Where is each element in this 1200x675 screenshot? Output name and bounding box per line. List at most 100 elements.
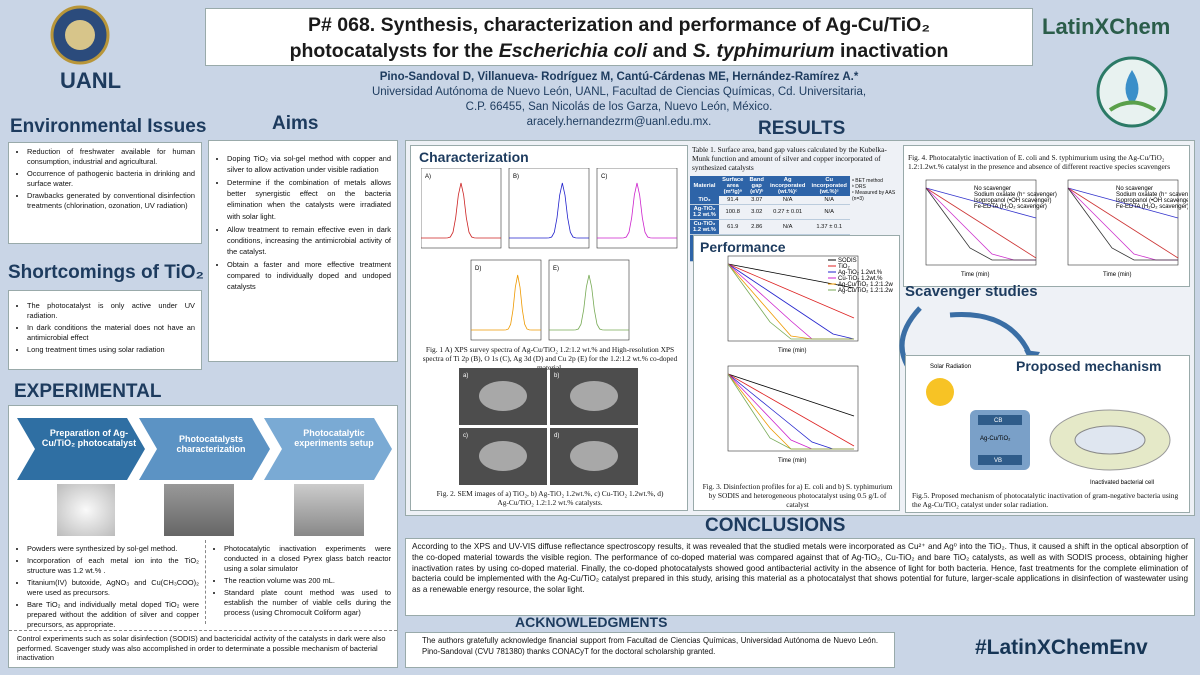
- fig-label: Sodium oxalate (h⁺ scavenger): [1116, 191, 1188, 198]
- curve: [727, 263, 855, 340]
- table-header: Material: [690, 175, 719, 196]
- fig-label: Isopropanol (•OH scavenger): [1116, 198, 1188, 204]
- acknowledgments-text: The authors gratefully acknowledge finan…: [405, 632, 895, 668]
- table-cell: 2.86: [746, 219, 767, 235]
- curve: [1067, 187, 1179, 259]
- curve: [1067, 187, 1179, 219]
- fig-label: A): [425, 174, 431, 180]
- table-row: Ag-TiO₂ 1.2 wt.% 100.8 3.02 0.27 ± 0.01 N/A: [690, 204, 850, 220]
- photo: [294, 484, 364, 536]
- fig-label: b): [554, 373, 559, 379]
- fig-label: B): [513, 174, 519, 180]
- table-cell: 0.27 ± 0.01: [766, 204, 809, 220]
- plot-frame: [727, 365, 859, 452]
- section-heading: Shortcomings of TiO₂: [8, 262, 204, 283]
- title-part: and: [647, 40, 693, 62]
- fig-label: Isopropanol (•OH scavenger): [974, 198, 1051, 204]
- mechanism-panel: Solar Radiation CB VB Ag-Cu/TiO₂ Inactiv…: [905, 355, 1190, 513]
- curve: [727, 263, 854, 340]
- fig-label: C): [601, 174, 607, 180]
- uanl-label: UANL: [60, 68, 122, 93]
- fig-label: Solar Radiation: [930, 364, 971, 370]
- plot-frame: [596, 167, 678, 249]
- environmental-box: Reduction of freshwater available for hu…: [8, 142, 202, 244]
- plot-frame: [1067, 179, 1179, 266]
- table-cell: 1.37 ± 0.1: [808, 219, 850, 235]
- figure: a) b) c) d): [459, 368, 638, 485]
- table-cell: 3.02: [746, 204, 767, 220]
- scavenger-panel: Fig. 4. Photocatalytic inactivation of E…: [903, 145, 1199, 287]
- curve: [727, 373, 854, 450]
- fig-label: Sodium oxalate (h⁺ scavenger): [974, 191, 1057, 198]
- list-item: Standard plate count method was used to …: [224, 588, 391, 618]
- email: aracely.hernandezrm@uanl.edu.mx.: [526, 116, 712, 128]
- fig-label: Ag-TiO₂ 1.2wt.%: [838, 270, 883, 276]
- table-row: TiO₂ 91.4 3.07 N/A N/A: [690, 195, 850, 205]
- section-heading: RESULTS: [758, 118, 846, 139]
- list-item: Occurrence of pathogenic bacteria in dri…: [27, 169, 195, 189]
- fig5: Solar Radiation CB VB Ag-Cu/TiO₂ Inactiv…: [926, 364, 1171, 486]
- table-note: ᵇ DRS: [852, 183, 866, 190]
- list-item: Drawbacks generated by conventional disi…: [27, 191, 195, 211]
- table-cell: 91.4: [718, 195, 747, 205]
- affiliation: Universidad Autónoma de Nuevo León, UANL…: [371, 86, 867, 98]
- subheading: Proposed mechanism: [1016, 358, 1162, 374]
- fig-label: Fe-EDTA (H₂O₂ scavenger): [1116, 204, 1188, 210]
- fig-label: SODIS: [838, 258, 857, 264]
- list-item: Determine if the combination of metals a…: [227, 177, 391, 221]
- title-part: S. typhimurium: [692, 40, 835, 62]
- section-heading: Aims: [272, 113, 319, 134]
- experimental-footer: Control experiments such as solar disinf…: [9, 630, 397, 666]
- plot-frame: [548, 259, 630, 341]
- table-cell: Cu-TiO₂ 1.2 wt.%: [690, 219, 719, 235]
- title: P# 068. Synthesis, characterization and …: [307, 14, 930, 36]
- table-note: ᶜ Measured by AAS (n=3): [852, 189, 896, 202]
- section-heading: Environmental Issues: [10, 116, 207, 137]
- fig-label: TiO₂: [838, 264, 850, 270]
- curve: [925, 187, 1037, 259]
- figure: A) B) C) D) E): [420, 167, 678, 341]
- title-part: photocatalysts for the: [289, 40, 499, 62]
- fig-label: d): [554, 433, 559, 439]
- table-row: Material Surface area (m²/g)ᵃ Band gap (eV…: [690, 175, 850, 196]
- step-arrows: [17, 418, 392, 480]
- table-row: Cu-TiO₂ 1.2 wt.% 61.9 2.86 N/A 1.37 ± 0.1: [690, 219, 850, 235]
- authors: Pino-Sandoval D, Villanueva- Rodríguez M…: [379, 71, 859, 83]
- fig3: Time (min) Time (min) SODIS TiO₂ Ag-TiO₂ 1.2…: [708, 254, 921, 474]
- society-logo: [1095, 55, 1170, 135]
- table-header: Cu incorporated (wt.%)ᶜ: [808, 175, 850, 196]
- table-cell: N/A: [808, 195, 850, 205]
- affiliation: C.P. 66455, San Nicolás de los Garza, Nu…: [465, 101, 773, 113]
- curve: [549, 274, 629, 331]
- table-cell: 61.9: [718, 219, 747, 235]
- table-cell: N/A: [808, 204, 850, 220]
- list-item: Allow treatment to remain effective even…: [227, 224, 391, 257]
- table-cell: N/A: [766, 195, 809, 205]
- plot-frame: [508, 167, 590, 249]
- fig-label: Time (min): [778, 348, 806, 354]
- experimental-box: Preparation of Ag-Cu/TiO₂ photocatalyst …: [8, 405, 398, 668]
- caption: Fig.5. Proposed mechanism of photocataly…: [912, 491, 1179, 509]
- list-item: Titanium(IV) butoxide, AgNO₃ and Cu(CH₃C…: [27, 578, 199, 598]
- subheading: Characterization: [419, 149, 529, 165]
- title-part: Escherichia coli: [498, 40, 648, 62]
- characterization-panel: Characterization A) B) C) D) E) Fig. 1 A) XP…: [410, 145, 688, 511]
- fig1: A) B) C) D) E): [420, 167, 681, 358]
- sem-particle: [479, 381, 527, 411]
- curve: [925, 187, 1036, 261]
- curve: [925, 187, 1037, 219]
- list-item: The photocatalyst is only active under U…: [27, 301, 195, 321]
- curve: [727, 263, 855, 319]
- step: Photocatalytic experiments setup: [294, 428, 374, 448]
- list-item: Photocatalytic inactivation experiments …: [224, 544, 391, 574]
- subheading: Scavenger studies: [905, 283, 1038, 300]
- authors-block: Pino-Sandoval D, Villanueva- Rodríguez M…: [205, 70, 1033, 130]
- table-header: Surface area (m²/g)ᵃ: [718, 175, 747, 196]
- subheading: Performance: [700, 239, 786, 255]
- plot-frame: [470, 259, 542, 341]
- hashtag: #LatinXChemEnv: [975, 636, 1148, 659]
- fig-label: CB: [994, 418, 1002, 424]
- fig-label: No scavenger: [1116, 186, 1153, 192]
